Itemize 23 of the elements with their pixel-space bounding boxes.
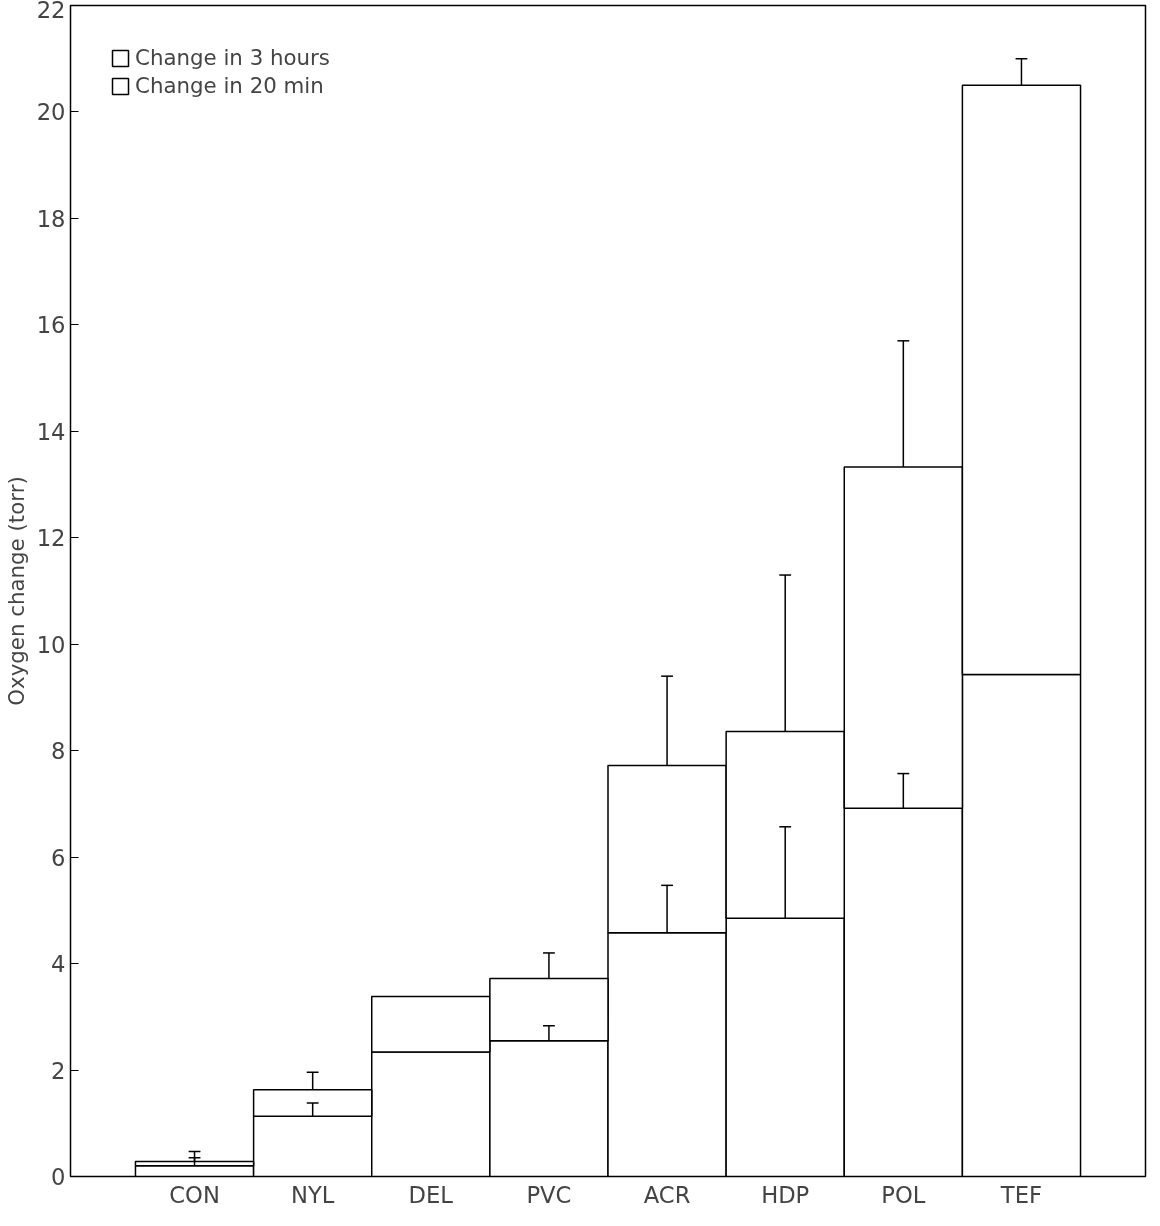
y-tick-label: 2	[51, 1057, 66, 1084]
y-tick-label: 22	[36, 0, 66, 23]
legend-label: Change in 20 min	[135, 73, 324, 98]
x-tick-label: PVC	[526, 1181, 572, 1208]
y-tick-label: 10	[36, 631, 66, 658]
y-tick-label: 8	[51, 738, 66, 765]
y-tick-label: 18	[36, 205, 66, 232]
legend-label: Change in 3 hours	[135, 45, 330, 70]
y-tick-label: 20	[36, 99, 66, 126]
y-tick-label: 16	[36, 312, 66, 339]
x-tick-label: TEF	[999, 1181, 1043, 1208]
y-tick-label: 4	[51, 951, 66, 978]
y-axis-title: Oxygen change (torr)	[3, 476, 29, 706]
y-tick-label: 12	[36, 525, 66, 552]
x-tick-label: DEL	[408, 1181, 454, 1208]
x-tick-label: ACR	[643, 1181, 691, 1208]
y-tick-label: 14	[36, 418, 66, 445]
x-tick-label: CON	[169, 1181, 220, 1208]
y-tick-label: 6	[51, 844, 66, 871]
x-tick-label: POL	[881, 1181, 926, 1208]
y-tick-label: 0	[51, 1164, 66, 1190]
x-tick-label: HDP	[761, 1181, 810, 1208]
x-tick-label: NYL	[290, 1181, 335, 1208]
